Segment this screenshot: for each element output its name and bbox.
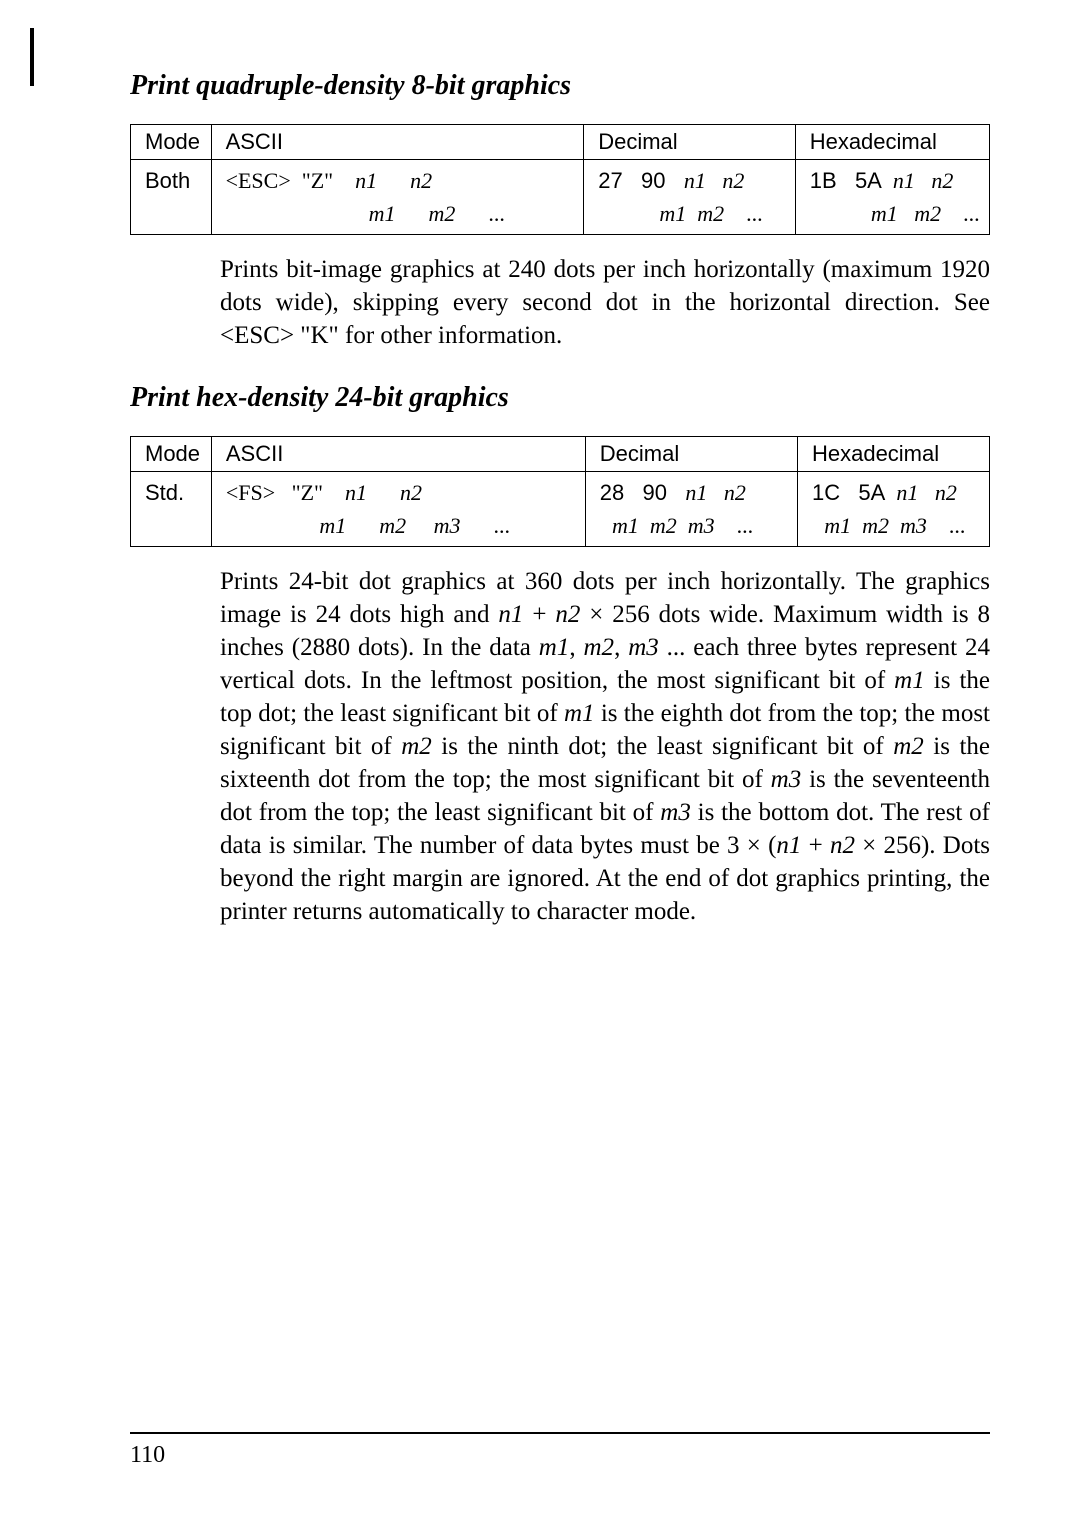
td-ascii: <ESC> "Z" n1 n2 m1 m2 ... xyxy=(211,160,584,235)
ascii2-l1a: <FS> "Z" xyxy=(226,480,345,505)
page-number: 110 xyxy=(130,1442,990,1469)
dec-l2b: m1 m2 xyxy=(659,201,724,226)
th-mode: Mode xyxy=(131,125,212,160)
section1-paragraph: Prints bit-image graphics at 240 dots pe… xyxy=(220,253,990,352)
hex-l2a xyxy=(810,201,871,226)
hex-l1a: 1B 5A xyxy=(810,168,893,193)
ascii2-l2c: ... xyxy=(461,513,511,538)
footer-rule xyxy=(130,1432,990,1434)
hex2-l2b: m1 m2 m3 xyxy=(824,513,927,538)
td-hex2: 1C 5A n1 n2 m1 m2 m3 ... xyxy=(797,472,989,547)
dec2-l1a: 28 90 xyxy=(600,480,686,505)
td-decimal: 27 90 n1 n2 m1 m2 ... xyxy=(584,160,796,235)
dec-l1a: 27 90 xyxy=(598,168,684,193)
th-hex2: Hexadecimal xyxy=(797,437,989,472)
section-heading-1: Print quadruple-density 8-bit graphics xyxy=(130,70,990,102)
section-heading-2: Print hex-density 24-bit graphics xyxy=(130,382,990,414)
command-table-2: Mode ASCII Decimal Hexadecimal Std. <FS>… xyxy=(130,436,990,547)
th-decimal2: Decimal xyxy=(585,437,797,472)
hex2-l1b: n1 n2 xyxy=(896,480,957,505)
dec-l2a xyxy=(598,201,659,226)
hex2-l1a: 1C 5A xyxy=(812,480,896,505)
th-mode2: Mode xyxy=(131,437,212,472)
ascii-l1a: <ESC> "Z" xyxy=(226,168,356,193)
td-hex: 1B 5A n1 n2 m1 m2 ... xyxy=(795,160,989,235)
dec-l1b: n1 n2 xyxy=(684,168,745,193)
dec2-l2b: m1 m2 m3 xyxy=(612,513,715,538)
ascii2-l1b: n1 n2 xyxy=(345,480,422,505)
td-mode: Both xyxy=(131,160,212,235)
ascii-l1b: n1 n2 xyxy=(355,168,432,193)
ascii-l2a xyxy=(226,201,369,226)
td-ascii2: <FS> "Z" n1 n2 m1 m2 m3 ... xyxy=(211,472,585,547)
ascii-l2c: ... xyxy=(455,201,505,226)
th-decimal: Decimal xyxy=(584,125,796,160)
command-table-1: Mode ASCII Decimal Hexadecimal Both <ESC… xyxy=(130,124,990,235)
hex2-l2c: ... xyxy=(927,513,966,538)
hex-l2b: m1 m2 xyxy=(871,201,941,226)
th-ascii2: ASCII xyxy=(211,437,585,472)
hex-l1b: n1 n2 xyxy=(893,168,954,193)
th-ascii: ASCII xyxy=(211,125,584,160)
dec2-l2c: ... xyxy=(715,513,754,538)
hex2-l2a xyxy=(812,513,824,538)
dec2-l2a xyxy=(600,513,612,538)
th-hex: Hexadecimal xyxy=(795,125,989,160)
ascii2-l2b: m1 m2 m3 xyxy=(319,513,460,538)
page-footer: 110 xyxy=(130,1432,990,1469)
section2-paragraph: Prints 24-bit dot graphics at 360 dots p… xyxy=(220,565,990,928)
hex-l2c: ... xyxy=(941,201,980,226)
dec-l2c: ... xyxy=(724,201,763,226)
dec2-l1b: n1 n2 xyxy=(685,480,746,505)
ascii2-l2a xyxy=(226,513,320,538)
ascii-l2b: m1 m2 xyxy=(369,201,456,226)
td-decimal2: 28 90 n1 n2 m1 m2 m3 ... xyxy=(585,472,797,547)
td-mode2: Std. xyxy=(131,472,212,547)
